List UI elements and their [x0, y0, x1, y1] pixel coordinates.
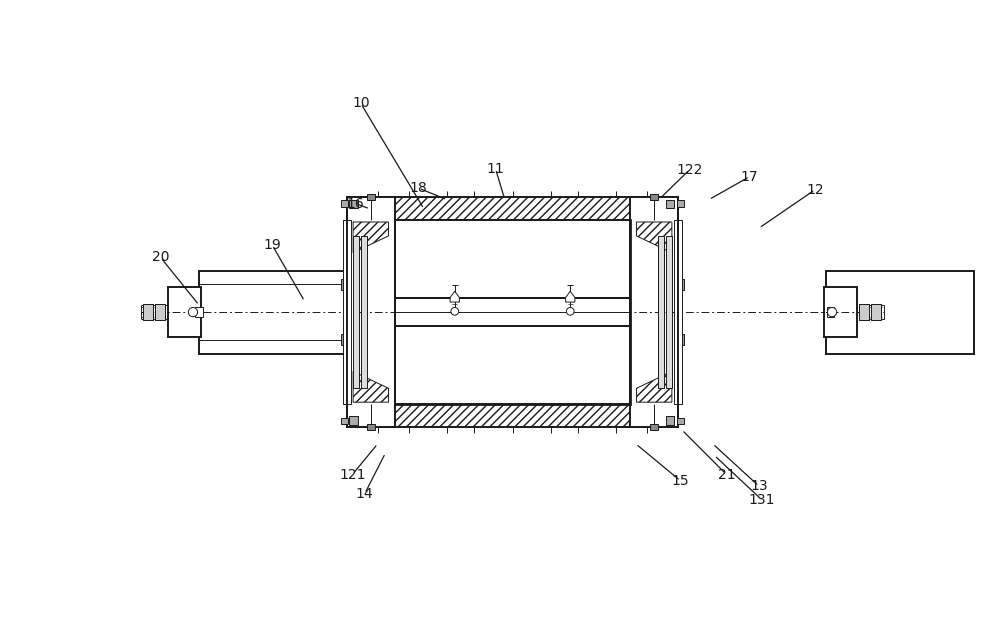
Bar — [859, 305, 869, 320]
Bar — [824, 287, 857, 337]
Text: 122: 122 — [676, 163, 703, 177]
Bar — [650, 194, 658, 200]
Bar — [680, 334, 684, 345]
Text: 21: 21 — [718, 468, 735, 481]
Bar — [666, 200, 674, 208]
Circle shape — [566, 308, 574, 315]
Text: 131: 131 — [749, 493, 775, 507]
Bar — [666, 236, 672, 388]
Bar — [143, 305, 153, 320]
Bar — [343, 221, 351, 404]
Bar — [658, 236, 664, 388]
Text: 121: 121 — [339, 468, 366, 481]
Bar — [677, 200, 684, 206]
Polygon shape — [450, 291, 459, 302]
Bar — [674, 221, 682, 404]
Bar — [349, 416, 358, 425]
Bar — [349, 200, 358, 208]
Bar — [826, 271, 974, 353]
Bar — [630, 197, 678, 427]
Text: 13: 13 — [750, 479, 768, 493]
Text: 17: 17 — [741, 169, 758, 184]
Polygon shape — [636, 222, 672, 253]
Text: 14: 14 — [356, 487, 373, 501]
Text: 11: 11 — [487, 162, 504, 176]
Polygon shape — [353, 371, 389, 402]
Bar — [395, 221, 630, 298]
Bar — [680, 279, 684, 290]
Bar — [871, 305, 881, 320]
Polygon shape — [566, 291, 575, 302]
Bar — [666, 416, 674, 425]
Polygon shape — [353, 222, 389, 253]
Bar — [367, 194, 375, 200]
Circle shape — [451, 308, 459, 315]
Bar — [395, 221, 630, 404]
Text: 15: 15 — [672, 474, 689, 488]
Circle shape — [827, 308, 837, 316]
Bar — [347, 197, 678, 221]
Bar — [341, 200, 348, 206]
Bar — [199, 271, 347, 353]
Bar — [361, 236, 367, 388]
Bar — [353, 236, 359, 388]
Text: 20: 20 — [152, 250, 169, 265]
Bar — [155, 305, 165, 320]
Bar — [195, 307, 203, 318]
Text: 12: 12 — [806, 183, 824, 197]
Text: 10: 10 — [352, 96, 370, 111]
Bar — [347, 197, 395, 427]
Bar — [395, 326, 630, 404]
Bar — [341, 418, 348, 424]
Bar — [168, 287, 201, 337]
Bar — [347, 404, 678, 427]
Text: 18: 18 — [410, 181, 427, 195]
Bar — [367, 424, 375, 430]
Text: 16: 16 — [347, 197, 364, 211]
Bar — [341, 334, 345, 345]
Polygon shape — [636, 371, 672, 402]
Bar — [650, 424, 658, 430]
Bar — [827, 307, 834, 318]
Text: 19: 19 — [263, 238, 281, 252]
Bar — [341, 279, 345, 290]
Circle shape — [188, 308, 198, 316]
Bar — [395, 298, 630, 326]
Bar — [677, 418, 684, 424]
